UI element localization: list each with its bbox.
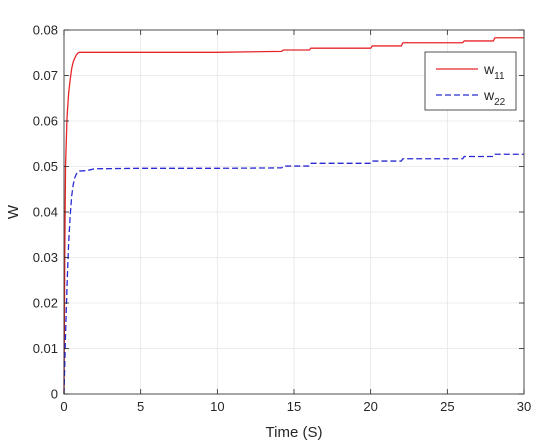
x-tick-label: 15 — [287, 399, 301, 414]
y-axis-label: W — [5, 204, 22, 219]
legend-entry-w22: w22 — [483, 87, 506, 108]
x-tick-label: 10 — [210, 399, 224, 414]
y-tick-label: 0.08 — [33, 23, 58, 38]
legend: w11 w22 — [424, 51, 517, 111]
legend-box — [424, 51, 517, 111]
legend-entry-w11: w11 — [483, 61, 505, 82]
y-tick-label: 0.04 — [33, 205, 58, 220]
series-line-w22 — [63, 153, 524, 395]
legend-sub-w11: 11 — [494, 71, 505, 82]
x-tick-label: 0 — [60, 399, 67, 414]
y-tick-label: 0 — [51, 387, 58, 402]
y-tick-label: 0.01 — [33, 341, 58, 356]
y-tick-label: 0.07 — [33, 68, 58, 83]
x-tick-label: 5 — [137, 399, 144, 414]
x-tick-label: 30 — [517, 399, 531, 414]
x-tick-label: 20 — [363, 399, 377, 414]
series-line-w11 — [63, 37, 524, 395]
legend-name-w22: w — [483, 87, 495, 103]
y-tick-label: 0.03 — [33, 250, 58, 265]
y-tick-label: 0.02 — [33, 296, 58, 311]
y-tick-label: 0.05 — [33, 159, 58, 174]
legend-sub-w22: 22 — [494, 97, 506, 108]
legend-name-w11: w — [483, 61, 495, 77]
y-tick-label: 0.06 — [33, 114, 58, 129]
x-axis-label: Time (S) — [266, 424, 323, 441]
axis-ticks: 0 5 10 15 20 25 30 0 0.01 0.02 0.03 0.04 0.05 0.06 0.0… — [33, 23, 532, 415]
series-layer — [63, 37, 524, 395]
x-tick-label: 25 — [440, 399, 454, 414]
